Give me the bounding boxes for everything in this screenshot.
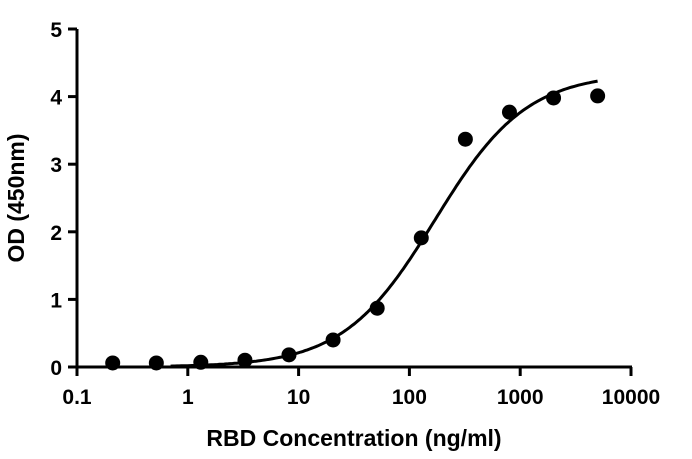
data-point — [105, 355, 121, 371]
data-point — [281, 347, 297, 363]
x-axis-title: RBD Concentration (ng/ml) — [206, 425, 501, 451]
y-axis-title: OD (450nm) — [3, 133, 29, 262]
y-tick-label: 5 — [50, 19, 62, 42]
x-tick-label: 10 — [287, 386, 310, 409]
data-point — [148, 355, 164, 371]
data-point — [457, 131, 473, 147]
y-tick-label: 3 — [50, 154, 62, 177]
fit-curve — [170, 79, 598, 368]
axes — [75, 29, 632, 369]
x-tick-label: 100 — [392, 386, 427, 409]
x-tick-label: 10000 — [602, 386, 660, 409]
x-tick-label: 1 — [182, 386, 194, 409]
y-tick-label: 4 — [50, 87, 62, 110]
y-tick-label: 0 — [50, 357, 62, 380]
x-tick-label: 0.1 — [62, 386, 92, 409]
data-point — [546, 90, 562, 106]
y-tick-label: 2 — [50, 222, 62, 245]
data-point — [590, 88, 606, 104]
data-point — [501, 104, 517, 120]
data-point — [237, 352, 253, 368]
y-tick-label: 1 — [50, 289, 62, 312]
data-point — [325, 332, 341, 348]
data-point — [193, 354, 209, 370]
x-tick-label: 1000 — [497, 386, 544, 409]
data-point — [369, 300, 385, 316]
data-point — [413, 230, 429, 246]
